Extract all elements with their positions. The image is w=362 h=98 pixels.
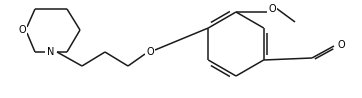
Text: O: O <box>18 25 26 35</box>
Text: O: O <box>146 47 154 57</box>
Text: N: N <box>47 47 55 57</box>
Text: O: O <box>268 4 276 14</box>
Text: O: O <box>338 40 346 50</box>
